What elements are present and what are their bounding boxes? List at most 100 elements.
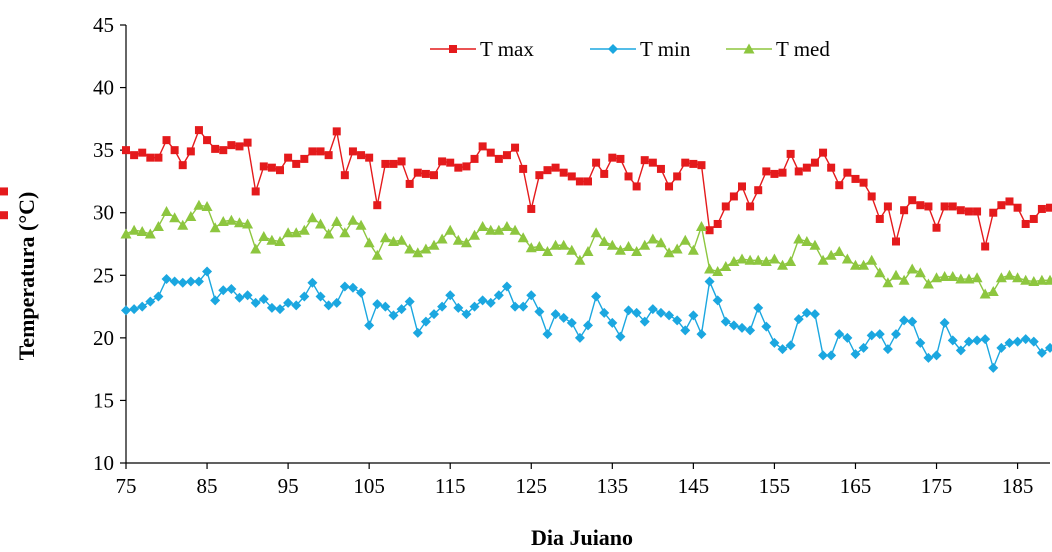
data-point-t-max — [511, 143, 520, 152]
data-point-t-med — [339, 227, 351, 238]
data-point-t-max — [251, 187, 260, 196]
data-point-t-min — [558, 312, 569, 323]
data-point-t-med — [323, 228, 335, 239]
data-point-t-med — [387, 235, 399, 246]
data-point-t-min — [372, 299, 383, 310]
data-point-t-max — [665, 182, 674, 191]
data-point-t-med — [258, 230, 270, 241]
data-point-t-med — [428, 239, 440, 250]
data-point-t-med — [266, 234, 278, 245]
data-point-t-min — [137, 301, 148, 312]
data-point-t-min — [534, 306, 545, 317]
data-point-t-med — [582, 246, 594, 257]
data-point-t-min — [226, 284, 237, 295]
data-point-t-med — [331, 215, 343, 226]
data-point-t-min — [526, 290, 537, 301]
data-point-t-min — [858, 342, 869, 353]
data-point-t-med — [704, 263, 716, 274]
data-point-t-med — [177, 219, 189, 230]
data-point-t-min — [761, 321, 772, 332]
data-point-t-max — [324, 151, 333, 160]
data-point-t-med — [866, 254, 878, 265]
data-point-t-med — [396, 234, 408, 245]
data-point-t-min — [955, 345, 966, 356]
data-point-t-min — [145, 296, 156, 307]
data-point-t-min — [704, 276, 715, 287]
y-tick-label: 10 — [93, 451, 114, 475]
data-point-t-max — [916, 201, 925, 210]
data-point-t-min — [493, 290, 504, 301]
data-point-t-max — [673, 172, 682, 181]
data-point-t-med — [550, 239, 562, 250]
data-point-t-med — [355, 219, 367, 230]
data-point-t-max — [357, 151, 366, 160]
data-point-t-med — [825, 249, 837, 260]
data-point-t-min — [542, 329, 553, 340]
data-point-t-med — [728, 256, 740, 267]
data-point-t-max — [219, 146, 228, 155]
data-point-t-med — [809, 239, 821, 250]
series-t-min — [121, 266, 1052, 373]
data-point-t-med — [420, 243, 432, 254]
x-tick-label: 75 — [116, 474, 137, 498]
x-tick-label: 155 — [759, 474, 791, 498]
data-point-t-med — [444, 224, 456, 235]
data-point-t-med — [282, 227, 294, 238]
data-point-t-max — [738, 182, 746, 191]
data-point-t-med — [290, 227, 302, 238]
data-point-t-max — [430, 171, 438, 180]
data-point-t-med — [436, 233, 448, 244]
data-point-t-max — [462, 162, 471, 171]
data-point-t-med — [1028, 276, 1040, 287]
data-point-t-max — [705, 226, 714, 235]
data-point-t-med — [606, 239, 618, 250]
data-point-t-med — [363, 237, 375, 248]
y-tick-label: 15 — [93, 388, 114, 412]
data-point-t-min — [793, 314, 804, 325]
data-point-t-min — [972, 335, 983, 346]
data-point-t-max — [138, 148, 147, 157]
data-point-t-max — [810, 158, 819, 167]
data-point-t-max — [559, 168, 568, 177]
data-point-t-med — [687, 244, 699, 255]
data-point-t-med — [169, 212, 181, 223]
data-point-t-min — [583, 320, 593, 331]
legend-item-t-min: T min — [590, 37, 691, 61]
data-point-t-med — [931, 272, 943, 283]
data-point-t-med — [509, 224, 521, 235]
series-t-max — [0, 126, 1052, 251]
y-tick-label: 30 — [93, 201, 114, 225]
x-axis-title: Dia Juiano — [531, 525, 633, 550]
chart-legend: T max T min T med — [430, 37, 830, 61]
data-point-t-min — [834, 329, 845, 340]
data-point-t-max — [1046, 203, 1052, 212]
data-point-t-max — [973, 207, 982, 216]
y-tick-label: 25 — [93, 263, 114, 287]
data-point-t-min — [850, 349, 861, 360]
data-point-t-max — [551, 163, 560, 172]
legend-item-t-max: T max — [430, 37, 534, 61]
data-point-t-max — [519, 164, 528, 173]
data-point-t-max — [802, 163, 811, 172]
data-point-t-max — [924, 202, 933, 211]
x-tick-label: 165 — [840, 474, 872, 498]
data-point-t-max — [194, 126, 203, 135]
data-point-t-med — [1003, 269, 1015, 280]
data-point-t-min — [477, 295, 488, 306]
data-point-t-max — [640, 156, 649, 165]
data-point-t-max — [211, 144, 220, 153]
data-point-t-max — [1021, 219, 1030, 228]
data-point-t-med — [469, 229, 481, 240]
data-point-t-min — [404, 296, 415, 307]
data-point-t-min — [639, 316, 650, 327]
data-point-t-max — [348, 147, 357, 156]
data-point-t-min — [574, 332, 585, 343]
data-point-t-med — [225, 214, 237, 225]
data-point-t-min — [785, 340, 796, 351]
data-point-t-min — [809, 309, 820, 320]
y-tick-label: 20 — [93, 326, 114, 350]
data-point-t-max — [332, 127, 341, 136]
data-point-t-med — [768, 253, 780, 264]
data-point-t-min — [1036, 347, 1047, 358]
x-tick-label: 185 — [1002, 474, 1034, 498]
